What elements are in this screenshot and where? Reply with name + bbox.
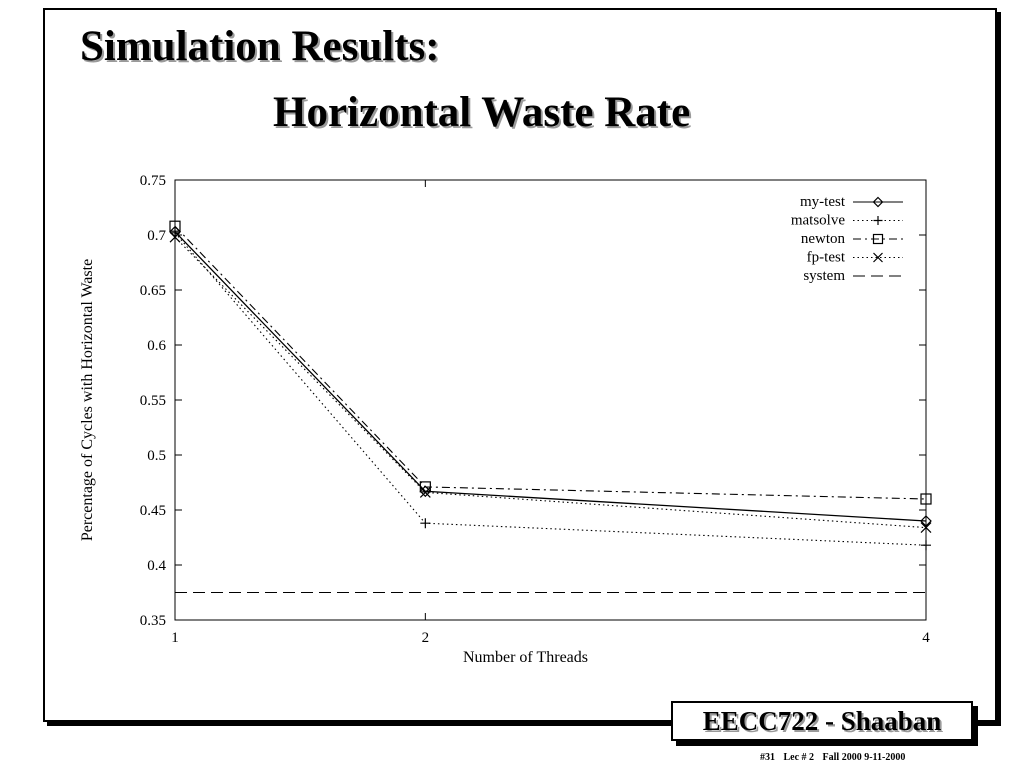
y-tick-label: 0.65 <box>140 283 166 299</box>
x-tick-label: 1 <box>171 630 179 646</box>
data-point <box>920 522 932 534</box>
data-point <box>169 220 181 232</box>
data-point <box>920 515 932 527</box>
x-tick-label: 2 <box>422 630 430 646</box>
footer-lecture: Lec # 2 <box>783 752 815 763</box>
y-tick-label: 0.5 <box>147 448 166 464</box>
slide-frame <box>43 8 997 722</box>
line-chart: 0.35 0.4 0.45 0.5 0.55 0.6 0.65 0.7 0.75 1 2 4 my-… <box>79 173 932 666</box>
slide-title-line2: Horizontal Waste Rate <box>273 89 691 136</box>
series-layer <box>169 220 932 594</box>
series-line <box>174 225 927 500</box>
plot-frame <box>174 179 927 621</box>
footer-slide-number: #31 <box>760 752 775 763</box>
legend-label: system <box>803 268 845 284</box>
y-tick-label: 0.45 <box>140 503 166 519</box>
legend-label: newton <box>801 231 846 247</box>
y-tick-label: 0.55 <box>140 393 166 409</box>
x-axis-label: Number of Threads <box>463 649 588 666</box>
legend-marker <box>873 252 883 263</box>
data-point <box>420 518 431 529</box>
legend-marker <box>872 196 884 208</box>
data-point <box>169 231 181 243</box>
y-tick-label: 0.4 <box>147 558 166 574</box>
legend: my-test matsolve newton fp-test system <box>791 194 903 284</box>
footer-term-date: Fall 2000 9-11-2000 <box>822 752 906 763</box>
footer: #31 Lec # 2 Fall 2000 9-11-2000 <box>760 752 911 763</box>
slide-title-line1: Simulation Results: <box>80 23 440 70</box>
legend-marker <box>873 216 883 225</box>
legend-label: matsolve <box>791 213 845 229</box>
series-matsolve <box>170 227 931 551</box>
legend-label: fp-test <box>807 250 846 266</box>
series-fp-test <box>169 231 932 534</box>
series-line <box>174 231 927 522</box>
legend-marker <box>872 233 884 245</box>
y-tick-label: 0.75 <box>140 173 166 189</box>
y-tick-label: 0.35 <box>140 613 166 629</box>
data-point <box>920 493 932 505</box>
legend-label: my-test <box>800 194 846 210</box>
data-point <box>170 227 180 238</box>
data-point <box>921 540 931 551</box>
y-axis-label: Percentage of Cycles with Horizontal Was… <box>79 259 96 541</box>
y-tick-label: 0.6 <box>147 338 166 354</box>
data-point <box>419 486 431 498</box>
x-tick-label: 4 <box>922 630 930 646</box>
y-axis-ticks: 0.35 0.4 0.45 0.5 0.55 0.6 0.65 0.7 0.75 <box>140 173 926 629</box>
y-tick-label: 0.7 <box>147 228 166 244</box>
course-badge: EECC722 - Shaaban <box>671 701 973 741</box>
